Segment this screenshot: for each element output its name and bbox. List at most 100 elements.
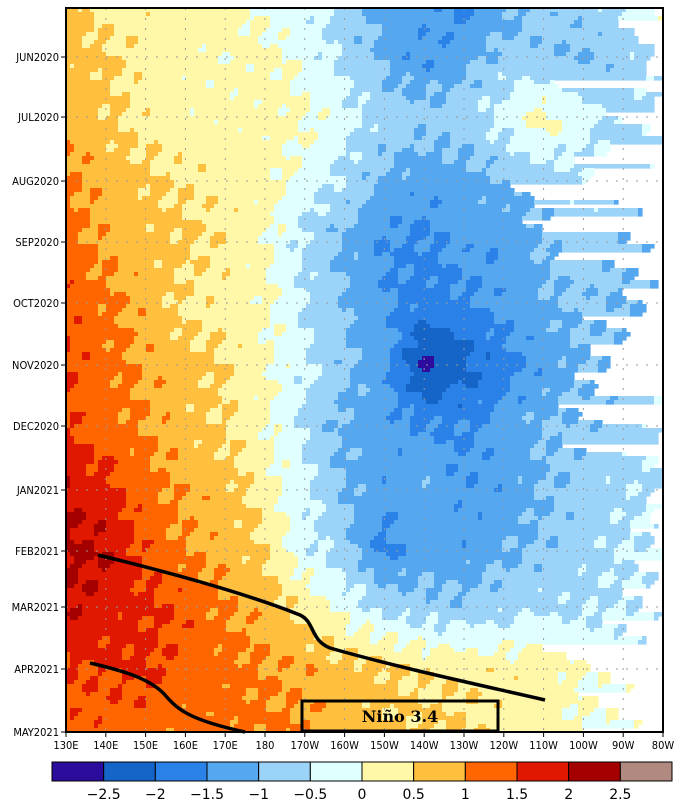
heatmap-cell [194,408,211,413]
heatmap-cell [342,188,375,193]
heatmap-cell [406,724,419,729]
heatmap-cell [578,568,587,573]
heatmap-cell [230,452,239,457]
heatmap-cell [366,584,379,589]
heatmap-cell [182,568,203,573]
heatmap-cell [314,628,347,633]
heatmap-cell [146,308,179,313]
heatmap-cell [570,328,591,333]
heatmap-cell [422,64,435,69]
heatmap-cell [74,556,95,561]
heatmap-cell [174,272,195,277]
heatmap-cell [270,544,283,549]
heatmap-cell [170,188,179,193]
heatmap-cell [122,680,127,685]
heatmap-cell [478,400,483,405]
heatmap-cell [274,324,287,329]
heatmap-cell [306,396,339,401]
heatmap-cell [442,160,455,165]
heatmap-cell [598,428,663,433]
heatmap-cell [298,412,355,417]
heatmap-cell [230,596,239,601]
heatmap-cell [534,496,547,501]
heatmap-cell [474,8,507,13]
heatmap-cell [182,332,199,337]
heatmap-cell [250,556,271,561]
heatmap-cell [70,280,75,285]
heatmap-cell [226,436,259,441]
heatmap-cell [502,584,599,589]
heatmap-cell [238,92,291,97]
heatmap-cell [210,240,227,245]
heatmap-cell [166,380,199,385]
heatmap-cell [290,608,331,613]
heatmap-cell [530,208,543,213]
heatmap-cell [274,432,279,437]
y-tick-label: JUN2020 [15,51,59,64]
heatmap-cell [362,120,495,125]
heatmap-cell [114,316,183,321]
heatmap-cell [426,60,435,65]
heatmap-cell [98,584,135,589]
y-axis: JUN2020JUL2020AUG2020SEP2020OCT2020NOV20… [12,51,66,739]
heatmap-cell [250,532,287,537]
heatmap-cell [110,80,135,85]
heatmap-cell [298,564,327,569]
heatmap-cell [114,140,139,145]
heatmap-cell [478,104,491,109]
heatmap-cell [590,380,595,385]
heatmap-cell [614,308,631,313]
heatmap-cell [154,228,175,233]
heatmap-cell [362,664,387,669]
heatmap-cell [422,648,431,653]
heatmap-cell [390,244,403,249]
heatmap-cell [310,544,319,549]
heatmap-cell [362,448,399,453]
heatmap-cell [170,232,183,237]
heatmap-cell [650,164,655,169]
heatmap-cell [458,148,475,153]
heatmap-cell [210,536,215,541]
heatmap-cell [614,580,623,585]
heatmap-cell [402,676,419,681]
heatmap-cell [366,176,379,181]
heatmap-cell [306,672,315,677]
heatmap-cell [346,480,383,485]
heatmap-cell [494,580,503,585]
heatmap-cell [274,352,307,357]
heatmap-cell [598,676,611,681]
heatmap-cell [394,256,439,261]
heatmap-cell [146,12,151,17]
heatmap-cell [470,448,487,453]
heatmap-cell [334,640,371,645]
heatmap-cell [314,568,343,573]
heatmap-cell [382,668,387,673]
heatmap-cell [158,204,175,209]
heatmap-cell [66,168,151,173]
heatmap-cell [194,284,279,289]
heatmap-cell [342,48,371,53]
heatmap-cell [138,308,147,313]
heatmap-cell [434,440,447,445]
heatmap-cell [618,396,655,401]
heatmap-cell [526,364,559,369]
heatmap-cell [466,360,527,365]
heatmap-cell [274,208,311,213]
heatmap-cell [182,316,271,321]
heatmap-cell [182,328,203,333]
heatmap-cell [578,616,587,621]
heatmap-cell [146,148,163,153]
heatmap-cell [634,720,643,725]
heatmap-cell [586,600,599,605]
heatmap-cell [606,480,611,485]
heatmap-cell [402,348,475,353]
heatmap-cell [66,104,103,109]
heatmap-cell [510,96,543,101]
heatmap-cell [98,244,191,249]
heatmap-cell [74,584,83,589]
heatmap-cell [286,184,323,189]
heatmap-cell [566,512,575,517]
heatmap-cell [442,416,491,421]
heatmap-cell [410,416,435,421]
heatmap-cell [202,496,211,501]
